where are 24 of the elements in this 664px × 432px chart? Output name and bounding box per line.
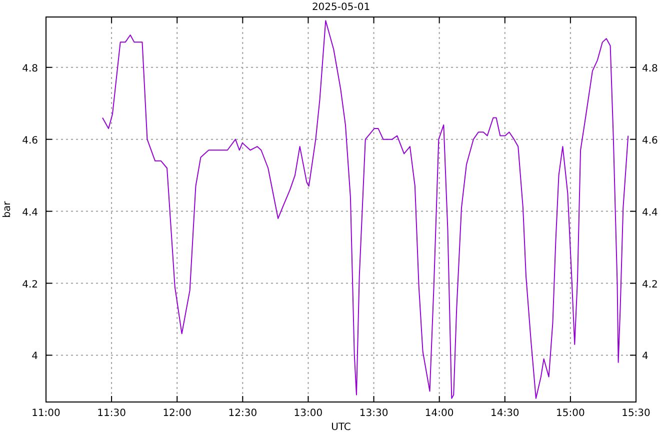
x-tick-label: 14:00: [424, 408, 454, 419]
x-tick-label: 12:30: [228, 408, 258, 419]
y-tick-label: 4: [32, 351, 38, 362]
y-tick-label: 4.6: [22, 135, 38, 146]
y-axis-title: bar: [2, 200, 13, 218]
y2-tick-label: 4.2: [642, 279, 658, 290]
x-tick-label: 15:00: [556, 408, 585, 419]
y-tick-label: 4.4: [22, 207, 38, 218]
y2-tick-label: 4.4: [642, 207, 658, 218]
y-tick-label: 4.8: [22, 63, 38, 74]
x-tick-label: 13:30: [359, 408, 388, 419]
y2-tick-label: 4: [642, 351, 648, 362]
x-tick-label: 11:00: [32, 408, 60, 419]
y-tick-label: 4.2: [22, 279, 38, 290]
x-axis-title: UTC: [331, 422, 351, 432]
x-tick-label: 15:30: [622, 408, 650, 419]
x-tick-label: 12:00: [162, 408, 192, 419]
x-tick-label: 11:30: [97, 408, 126, 419]
y2-tick-label: 4.6: [642, 135, 658, 146]
x-tick-label: 13:00: [294, 408, 323, 419]
chart-title: 2025-05-01: [312, 2, 370, 13]
x-tick-label: 14:30: [490, 408, 520, 419]
line-series: [102, 20, 629, 399]
y2-tick-label: 4.8: [642, 63, 658, 74]
